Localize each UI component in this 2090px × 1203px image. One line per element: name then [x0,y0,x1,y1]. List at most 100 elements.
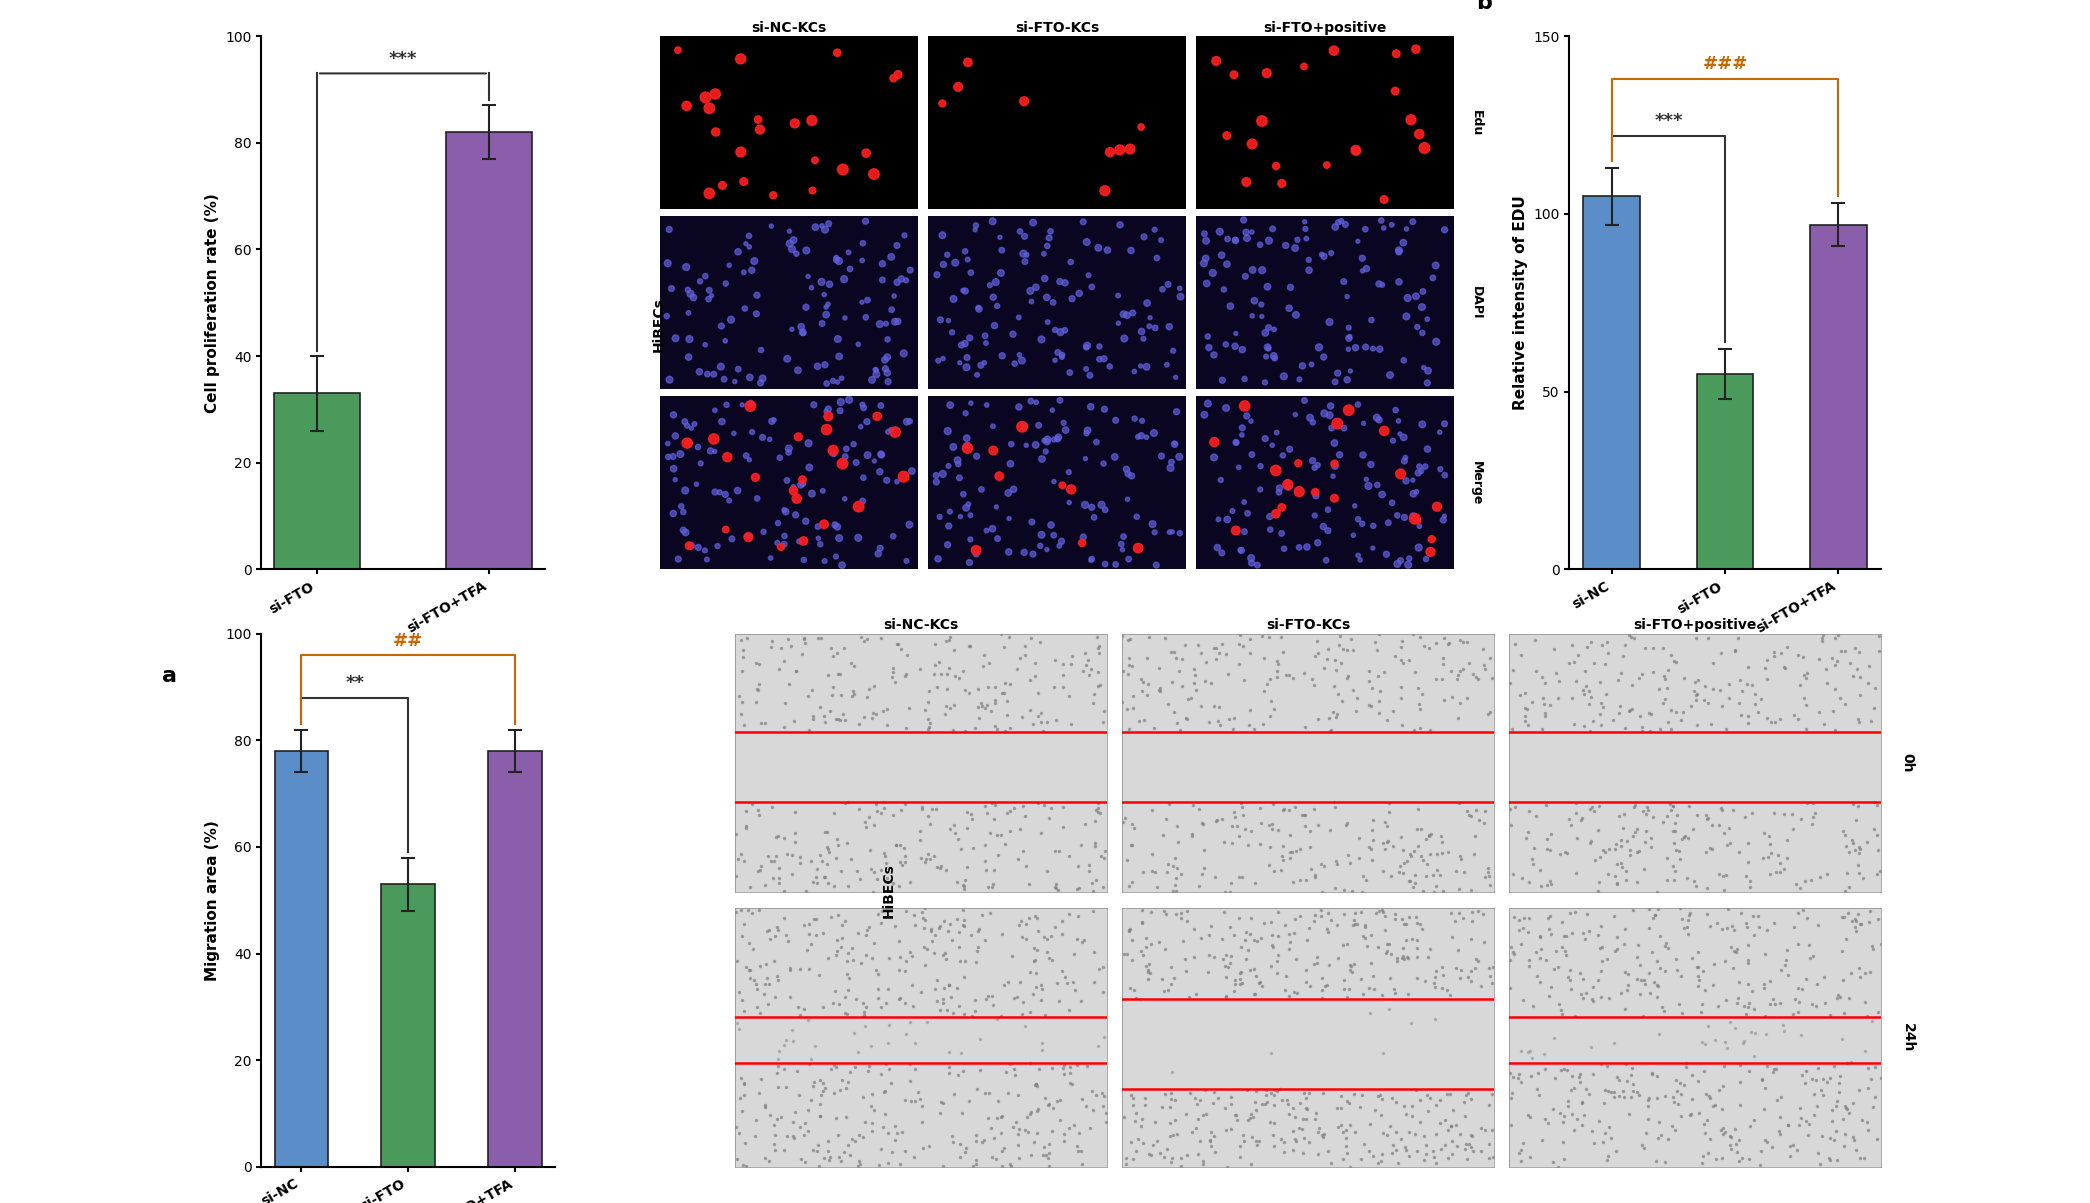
Point [1218,231,1252,250]
Point [1244,457,1277,476]
Point [1083,337,1116,356]
Point [1037,472,1070,491]
Point [1304,245,1338,265]
Point [1026,450,1060,469]
Point [1384,464,1417,484]
Point [1273,278,1306,297]
Point [690,550,723,569]
Point [976,212,1009,231]
Point [846,251,880,271]
Point [1350,259,1384,278]
Point [1348,338,1381,357]
Point [1093,142,1127,161]
Point [1037,292,1070,312]
Point [828,269,861,289]
Point [1264,498,1298,517]
Point [1124,118,1158,137]
Point [1313,405,1346,425]
Point [986,346,1020,366]
Point [1427,506,1461,526]
Point [1294,408,1327,427]
Point [872,422,905,442]
Point [823,392,857,411]
Point [1365,275,1398,295]
Point [1379,45,1413,64]
Point [1279,238,1313,257]
Y-axis label: Migration area (%): Migration area (%) [205,819,219,980]
Point [1396,470,1430,490]
Point [959,540,993,559]
Point [1198,345,1231,365]
Point [880,273,913,292]
Point [763,449,796,468]
Point [1252,318,1285,337]
Point [828,308,861,327]
Point [872,372,905,391]
Point [754,217,788,236]
Point [1154,458,1187,478]
Point [1229,172,1262,191]
Point [761,533,794,552]
Point [842,528,876,547]
Point [671,348,704,367]
Point [1225,419,1258,438]
Point [1252,339,1285,358]
Point [1331,328,1365,348]
Point [1237,291,1271,310]
Point [813,274,846,294]
Point [732,527,765,546]
Point [976,518,1009,538]
Point [1384,425,1417,444]
Point [1235,549,1269,568]
Point [1384,551,1417,570]
Point [809,402,842,421]
Point [1264,174,1298,194]
Point [1030,313,1064,332]
Point [807,515,840,534]
Point [1206,371,1239,390]
Point [1218,231,1252,250]
Point [1361,475,1394,494]
Point [1327,272,1361,291]
Point [1145,279,1179,298]
Point [1279,405,1313,425]
Point [846,491,880,510]
Point [997,354,1030,373]
Point [1292,250,1325,269]
Point [961,366,995,385]
Point [1028,442,1062,461]
Point [725,396,759,415]
Point [771,439,805,458]
Point [679,474,713,493]
Point [1354,310,1388,330]
Point [953,505,986,525]
Point [656,460,690,479]
Point [884,269,918,289]
Point [819,248,853,267]
Point [872,330,905,349]
Point [1045,348,1078,367]
Point [823,346,857,366]
Point [690,365,723,384]
Point [1248,324,1281,343]
Point [869,314,903,333]
Point [1363,410,1396,429]
Point [1020,392,1053,411]
Point [828,490,861,509]
Point [809,355,842,374]
Point [832,243,865,262]
Point [1112,550,1145,569]
Point [694,442,727,461]
Point [786,470,819,490]
Point [1124,426,1158,445]
Point [886,344,920,363]
Point [851,290,884,309]
Point [951,494,984,514]
Point [1323,445,1356,464]
Point [949,282,982,301]
Point [1152,318,1185,337]
Point [1024,526,1058,545]
Point [1210,334,1244,354]
Point [1354,455,1388,474]
Point [658,426,692,445]
